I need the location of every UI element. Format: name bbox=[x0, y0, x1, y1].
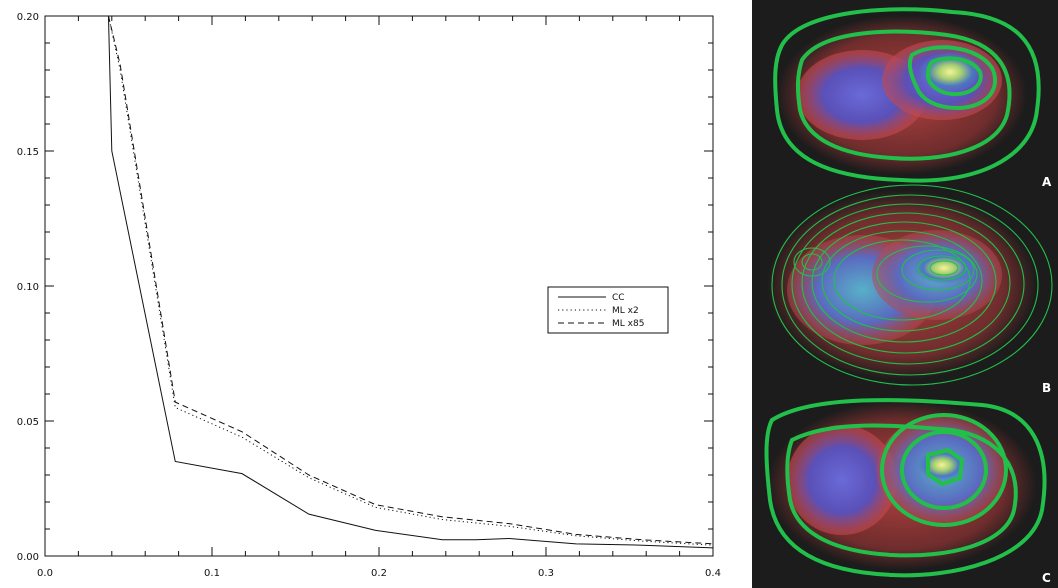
legend-label: ML x85 bbox=[612, 319, 644, 329]
legend: CC ML x2 ML x85 bbox=[547, 286, 669, 334]
x-tick-label: 0.3 bbox=[538, 568, 554, 579]
panel-label-c: C bbox=[1042, 571, 1051, 585]
x-tick-label: 0.4 bbox=[705, 568, 721, 579]
y-tick-label: 0.00 bbox=[17, 552, 39, 563]
y-tick-label: 0.05 bbox=[17, 417, 39, 428]
legend-label: CC bbox=[612, 293, 625, 303]
y-tick-label: 0.10 bbox=[17, 282, 39, 293]
series-line-ml-x85 bbox=[107, 15, 714, 545]
image-panel-c: C bbox=[764, 398, 1051, 585]
x-tick-label: 0.1 bbox=[204, 568, 220, 579]
y-tick-label: 0.20 bbox=[17, 12, 39, 23]
contour-lines-b bbox=[771, 184, 1053, 386]
y-tick-label: 0.15 bbox=[17, 147, 39, 158]
image-panel-a: A bbox=[773, 7, 1052, 189]
contour-lines-a bbox=[773, 7, 1041, 183]
line-chart: 0.0 0.1 0.2 0.3 0.4 0.00 0.05 0.10 0.15 0.20 CC M… bbox=[17, 12, 721, 579]
panel-label-a: A bbox=[1042, 175, 1052, 189]
x-tick-label: 0.2 bbox=[371, 568, 387, 579]
series-layer bbox=[107, 15, 714, 549]
legend-label: ML x2 bbox=[612, 306, 639, 316]
legend-box bbox=[547, 286, 669, 334]
contour-image-panels: A B bbox=[752, 0, 1058, 588]
panel-label-b: B bbox=[1042, 381, 1051, 395]
plot-frame bbox=[44, 15, 714, 557]
x-axis-ticks: 0.0 0.1 0.2 0.3 0.4 bbox=[37, 16, 721, 579]
image-panel-b: B bbox=[767, 184, 1053, 395]
series-line-cc bbox=[107, 15, 714, 549]
contour-lines-c bbox=[764, 398, 1047, 578]
x-tick-label: 0.0 bbox=[37, 568, 53, 579]
